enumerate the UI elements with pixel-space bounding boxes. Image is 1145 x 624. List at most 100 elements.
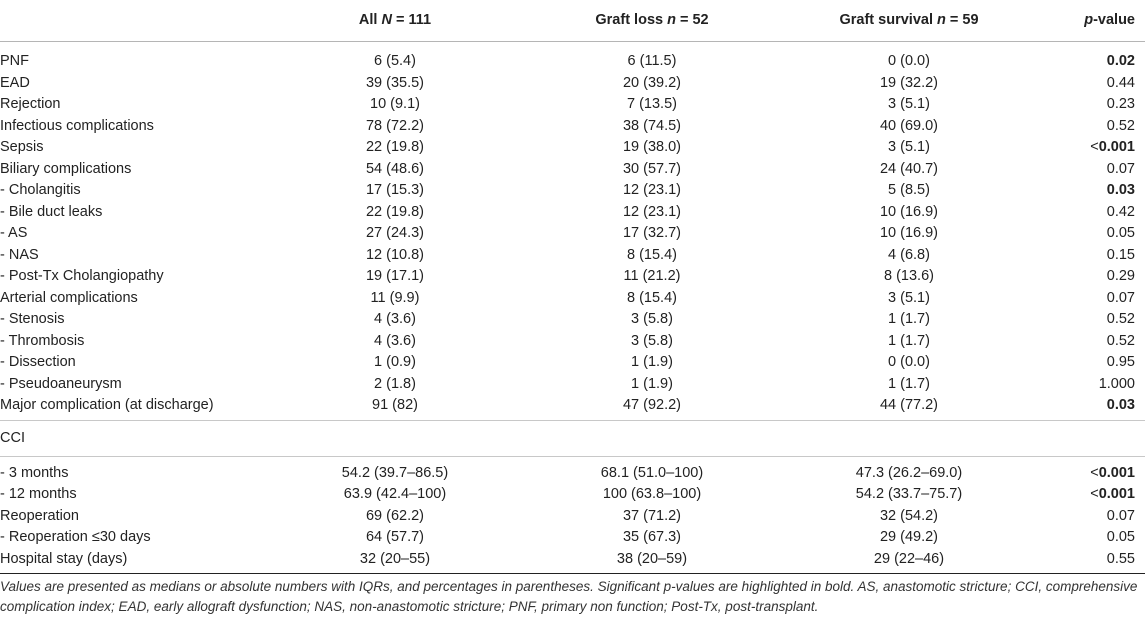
cell-graft-survival: 24 (40.7) <box>879 160 939 177</box>
table-row: Hospital stay (days) 32 (20–55) 38 (20–59)… <box>0 549 1145 571</box>
row-label: Arterial complications <box>0 289 138 306</box>
cell-graft-loss: 1 (1.9) <box>631 375 673 392</box>
cell-graft-loss: 11 (21.2) <box>623 268 681 284</box>
row-label: - Cholangitis <box>0 182 81 198</box>
table-row: EAD 39 (35.5) 20 (39.2) 19 (32.2) 0.44 <box>0 73 1145 95</box>
header-p-value: p-value <box>1084 12 1135 28</box>
cell-graft-loss: 3 (5.8) <box>631 311 673 327</box>
cell-p-value: 0.44 <box>1107 73 1135 95</box>
cell-all: 6 (5.4) <box>374 53 416 69</box>
cell-graft-survival: 0 (0.0) <box>888 354 930 370</box>
cell-graft-survival: 3 (5.1) <box>888 96 930 112</box>
cell-all: 78 (72.2) <box>365 117 425 134</box>
cell-p-value: 0.95 <box>1107 352 1135 374</box>
row-label: - Dissection <box>0 354 76 370</box>
cell-graft-survival: 5 (8.5) <box>888 182 930 198</box>
cell-graft-loss: 37 (71.2) <box>622 507 682 524</box>
cell-p-value: 0.55 <box>1107 549 1135 571</box>
cell-graft-loss: 3 (5.8) <box>631 332 673 349</box>
cell-graft-loss: 100 (63.8–100) <box>602 486 702 502</box>
table-footnote: Values are presented as medians or absol… <box>0 579 1138 614</box>
p-value-number: 0.001 <box>1098 464 1135 481</box>
cell-graft-survival: 10 (16.9) <box>879 203 939 220</box>
cell-all: 4 (3.6) <box>374 332 416 349</box>
table-row: Reoperation 69 (62.2) 37 (71.2) 32 (54.2) 0.… <box>0 506 1145 528</box>
cell-all: 19 (17.1) <box>365 268 425 284</box>
row-label: - 12 months <box>0 486 77 502</box>
table-header: All N = 111 Graft loss n = 52 Graft surv… <box>0 0 1145 42</box>
p-value-number: 0.07 <box>1106 160 1135 177</box>
cell-all: 54 (48.6) <box>365 160 425 177</box>
cell-graft-survival: 3 (5.1) <box>888 289 930 306</box>
cell-graft-survival: 10 (16.9) <box>879 225 939 241</box>
cell-all: 2 (1.8) <box>374 375 416 392</box>
cell-graft-loss: 8 (15.4) <box>627 289 677 306</box>
table-body-cci: - 3 months 54.2 (39.7–86.5) 68.1 (51.0–100… <box>0 463 1145 571</box>
cell-graft-survival: 0 (0.0) <box>888 53 930 69</box>
cell-p-value: 0.42 <box>1107 202 1135 224</box>
p-value-prefix: < <box>1090 139 1099 155</box>
cell-all: 1 (0.9) <box>374 354 416 370</box>
cell-graft-loss: 6 (11.5) <box>627 53 677 69</box>
cell-p-value: 1.000 <box>1099 374 1135 396</box>
row-label: - AS <box>0 225 28 241</box>
cell-graft-survival: 44 (77.2) <box>879 397 939 413</box>
cell-p-value: 0.02 <box>1107 51 1135 73</box>
row-label: - NAS <box>0 246 39 263</box>
p-value-number: 0.001 <box>1098 486 1135 502</box>
p-value-number: 0.52 <box>1106 117 1135 134</box>
row-label: - Bile duct leaks <box>0 203 103 220</box>
table-row: - Thrombosis 4 (3.6) 3 (5.8) 1 (1.7) 0.52 <box>0 331 1145 353</box>
cell-graft-loss: 20 (39.2) <box>622 74 682 91</box>
p-value-number: 0.52 <box>1106 332 1135 349</box>
table-row: - Pseudoaneurysm 2 (1.8) 1 (1.9) 1 (1.7) 1.0… <box>0 374 1145 396</box>
cell-p-value: 0.52 <box>1107 309 1135 331</box>
cell-graft-survival: 1 (1.7) <box>888 375 930 392</box>
cell-graft-loss: 35 (67.3) <box>622 529 682 545</box>
p-value-number: 0.05 <box>1106 225 1135 241</box>
p-value-number: 0.05 <box>1106 529 1135 545</box>
cci-section-row: CCI <box>0 419 1145 457</box>
cell-graft-loss: 8 (15.4) <box>627 246 677 263</box>
table-row: Infectious complications 78 (72.2) 38 (74.… <box>0 116 1145 138</box>
cell-all: 64 (57.7) <box>365 529 425 545</box>
cell-graft-loss: 1 (1.9) <box>631 354 673 370</box>
table-row: Biliary complications 54 (48.6) 30 (57.7) 2… <box>0 159 1145 181</box>
header-graft-survival: Graft survival n = 59 <box>839 12 979 28</box>
cell-graft-loss: 47 (92.2) <box>622 397 682 413</box>
p-value-number: 0.001 <box>1098 139 1135 155</box>
cell-p-value: 0.52 <box>1107 331 1135 353</box>
cell-p-value: 0.07 <box>1107 506 1135 528</box>
p-value-number: 1.000 <box>1098 375 1135 392</box>
table-body-complications: PNF 6 (5.4) 6 (11.5) 0 (0.0) 0.02 EAD 39 (35.5… <box>0 51 1145 417</box>
p-value-number: 0.55 <box>1106 550 1135 567</box>
cell-graft-survival: 32 (54.2) <box>879 507 939 524</box>
cell-p-value: 0.23 <box>1107 94 1135 116</box>
cell-all: 54.2 (39.7–86.5) <box>341 464 449 481</box>
table-row: - 3 months 54.2 (39.7–86.5) 68.1 (51.0–100… <box>0 463 1145 485</box>
cell-graft-survival: 29 (22–46) <box>873 550 945 567</box>
table-row: - Dissection 1 (0.9) 1 (1.9) 0 (0.0) 0.95 <box>0 352 1145 374</box>
cell-all: 17 (15.3) <box>365 182 425 198</box>
table-row: - Bile duct leaks 22 (19.8) 12 (23.1) 10 (1… <box>0 202 1145 224</box>
row-label: - Stenosis <box>0 311 65 327</box>
row-label: - 3 months <box>0 464 69 481</box>
cell-graft-survival: 47.3 (26.2–69.0) <box>855 464 963 481</box>
cell-all: 10 (9.1) <box>370 96 420 112</box>
cell-all: 11 (9.9) <box>370 289 420 306</box>
table-row: Arterial complications 11 (9.9) 8 (15.4) 3 … <box>0 288 1145 310</box>
p-value-number: 0.52 <box>1106 311 1135 327</box>
table-bottom-rule <box>0 573 1145 574</box>
cell-graft-survival: 29 (49.2) <box>879 529 939 545</box>
cell-p-value: 0.05 <box>1107 223 1135 245</box>
p-value-number: 0.07 <box>1106 507 1135 524</box>
cell-all: 39 (35.5) <box>365 74 425 91</box>
table-row: - Post-Tx Cholangiopathy 19 (17.1) 11 (21.… <box>0 266 1145 288</box>
table-row: Major complication (at discharge) 91 (82)… <box>0 395 1145 417</box>
cell-p-value: <0.001 <box>1090 463 1135 485</box>
table-row: PNF 6 (5.4) 6 (11.5) 0 (0.0) 0.02 <box>0 51 1145 73</box>
cell-all: 69 (62.2) <box>365 507 425 524</box>
row-label: EAD <box>0 74 30 91</box>
cell-graft-survival: 40 (69.0) <box>879 117 939 134</box>
cell-p-value: 0.15 <box>1107 245 1135 267</box>
